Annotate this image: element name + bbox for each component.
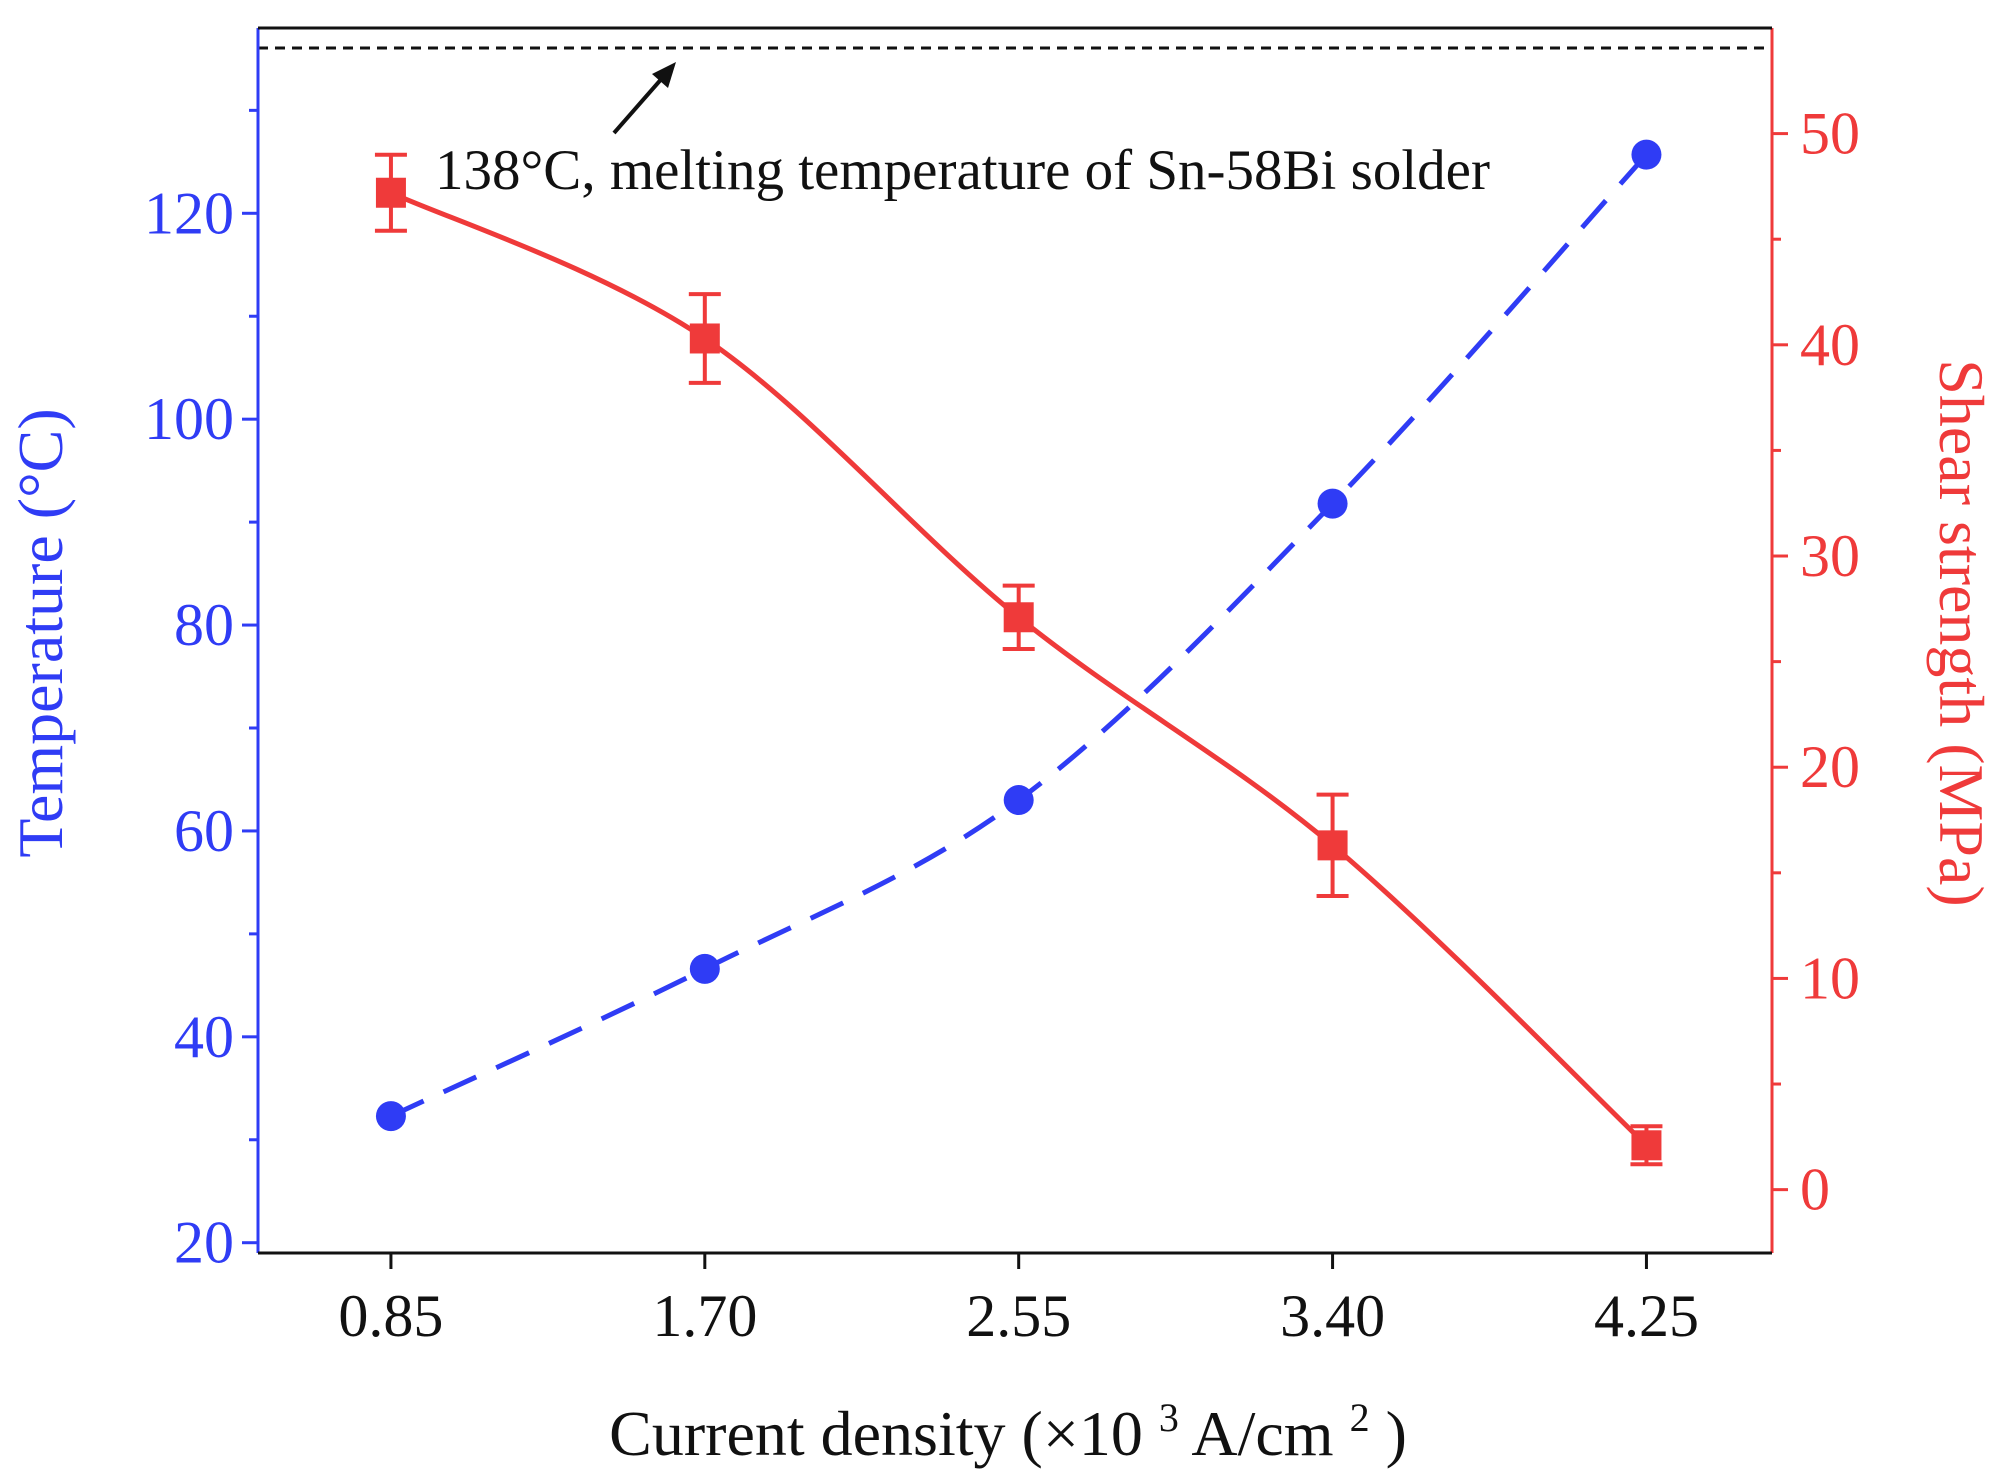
- right-tick-label: 0: [1800, 1157, 1830, 1223]
- x-axis-title-sup-exponent: 3: [1159, 1395, 1179, 1440]
- temperature-trend-line: [389, 152, 1649, 1119]
- left-tick-label: 100: [144, 386, 234, 452]
- temperature-point: [1317, 488, 1348, 519]
- right-tick-label: 20: [1800, 734, 1860, 800]
- axis-ticks: [242, 108, 1788, 1269]
- annotation-arrow-shaft: [612, 74, 666, 135]
- left-axis-title: Temperature (°C): [5, 408, 76, 857]
- right-axis-title: Shear strength (MPa): [1926, 359, 1997, 906]
- right-tick-label: 50: [1800, 101, 1860, 167]
- shear-strength-point: [1003, 602, 1034, 633]
- temperature-point: [689, 953, 720, 984]
- tick-labels: 20 40 60 80 100 120 0 10 20 30 40 50 0.85 1.70 2.55 3.4…: [144, 101, 1860, 1349]
- x-axis-title: Current density (×10 3 A/cm 2 ): [609, 1374, 1407, 1469]
- shear-strength-point: [1317, 830, 1348, 861]
- x-axis-title-unit: A/cm: [1191, 1398, 1333, 1469]
- annotation-arrow-head: [652, 62, 676, 88]
- left-tick-label: 120: [144, 180, 234, 246]
- temperature-point: [375, 1101, 406, 1132]
- x-tick-label: 0.85: [338, 1283, 443, 1349]
- x-tick-label: 1.70: [652, 1283, 757, 1349]
- annotation-text: 138°C, melting temperature of Sn-58Bi so…: [435, 139, 1490, 202]
- temperature-point: [1003, 785, 1034, 816]
- right-tick-label: 10: [1800, 945, 1860, 1011]
- temperature-series: [375, 139, 1662, 1132]
- temperature-point: [1631, 139, 1662, 170]
- left-tick-label: 80: [174, 592, 234, 658]
- melting-point-annotation: 138°C, melting temperature of Sn-58Bi so…: [435, 62, 1490, 202]
- x-axis-title-sup-area: 2: [1350, 1395, 1370, 1440]
- left-tick-label: 20: [174, 1210, 234, 1276]
- left-tick-label: 40: [174, 1004, 234, 1070]
- right-tick-label: 30: [1800, 523, 1860, 589]
- x-tick-label: 2.55: [966, 1283, 1071, 1349]
- right-tick-label: 40: [1800, 312, 1860, 378]
- shear-strength-point: [375, 177, 406, 208]
- x-tick-label: 4.25: [1594, 1283, 1699, 1349]
- x-tick-label: 3.40: [1280, 1283, 1385, 1349]
- shear-strength-point: [1631, 1130, 1662, 1161]
- x-axis-title-prefix: Current density (×10: [609, 1398, 1143, 1469]
- shear-strength-point: [689, 323, 720, 354]
- shear-strength-series: [374, 152, 1663, 1167]
- x-axis-title-suffix: ): [1386, 1398, 1407, 1469]
- left-tick-label: 60: [174, 798, 234, 864]
